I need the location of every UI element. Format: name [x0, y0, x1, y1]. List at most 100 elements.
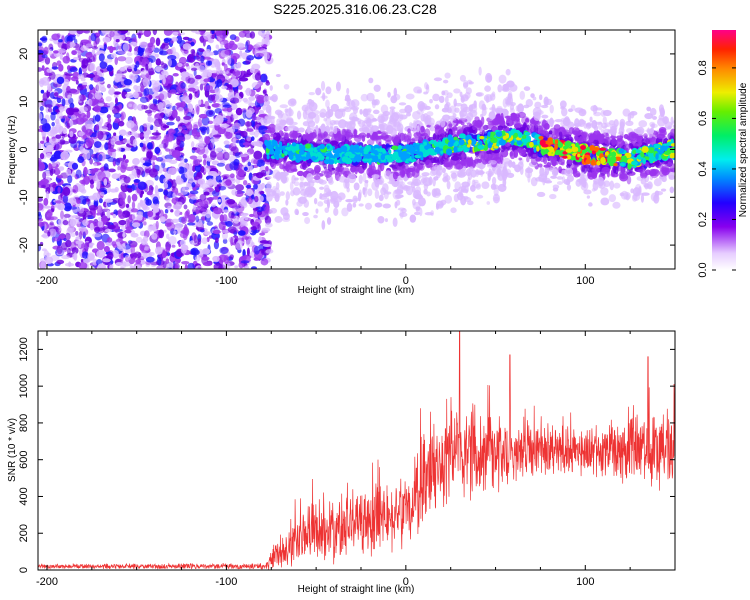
noise-blob: [119, 260, 127, 269]
noise-blob: [64, 71, 68, 75]
noise-blob: [111, 197, 121, 204]
noise-blob: [225, 220, 233, 227]
noise-blob: [165, 148, 171, 152]
halo-blob: [424, 211, 434, 216]
halo-blob: [561, 107, 568, 117]
noise-blob: [194, 164, 202, 173]
noise-blob: [180, 100, 186, 108]
noise-blob: [147, 115, 151, 123]
noise-blob: [222, 238, 228, 244]
noise-blob: [164, 154, 174, 160]
halo-blob: [276, 110, 284, 117]
noise-blob: [246, 135, 252, 142]
halo-blob: [446, 101, 451, 108]
halo-blob: [359, 108, 363, 115]
noise-blob: [186, 183, 192, 188]
halo-blob: [266, 181, 272, 190]
halo-blob: [303, 199, 310, 208]
noise-blob: [166, 233, 170, 240]
noise-blob: [139, 199, 144, 207]
halo-blob: [512, 117, 520, 122]
halo-blob: [502, 177, 507, 188]
noise-blob: [47, 231, 51, 237]
halo-blob: [398, 102, 407, 106]
halo-blob: [407, 128, 411, 133]
halo-blob: [469, 109, 478, 118]
halo-blob: [299, 175, 305, 181]
halo-blob: [412, 186, 416, 193]
halo-blob: [518, 157, 523, 161]
noise-blob: [196, 105, 200, 115]
noise-blob: [127, 195, 131, 204]
noise-blob: [201, 116, 210, 126]
noise-blob: [40, 178, 49, 185]
halo-blob: [411, 168, 420, 178]
noise-blob: [192, 204, 197, 210]
noise-blob: [56, 76, 65, 85]
noise-blob: [259, 232, 266, 236]
noise-blob: [218, 221, 226, 230]
noise-blob: [218, 185, 227, 191]
halo-blob: [366, 139, 375, 146]
noise-blob: [106, 83, 111, 89]
halo-blob: [413, 132, 422, 139]
halo-blob: [444, 175, 451, 182]
halo-blob: [517, 103, 524, 114]
noise-blob: [228, 43, 238, 51]
noise-blob: [98, 121, 102, 128]
noise-blob: [90, 33, 97, 42]
noise-blob: [110, 53, 117, 59]
noise-blob: [214, 114, 224, 125]
noise-blob: [43, 197, 49, 206]
noise-blob: [175, 81, 179, 87]
noise-blob: [242, 97, 248, 102]
noise-blob: [148, 168, 158, 178]
halo-blob: [279, 104, 289, 109]
noise-blob: [118, 213, 126, 219]
halo-blob: [341, 108, 346, 118]
noise-blob: [227, 226, 237, 234]
noise-blob: [128, 46, 132, 53]
noise-blob: [265, 52, 270, 60]
noise-blob: [56, 203, 66, 211]
noise-blob: [202, 153, 207, 159]
halo-blob: [288, 106, 292, 117]
halo-blob: [315, 208, 319, 214]
noise-blob: [199, 126, 208, 131]
noise-blob: [265, 81, 271, 86]
halo-blob: [632, 143, 640, 147]
halo-blob: [549, 104, 554, 114]
noise-blob: [236, 61, 242, 69]
noise-blob: [186, 209, 190, 217]
noise-blob: [257, 223, 261, 232]
halo-blob: [515, 121, 520, 129]
noise-blob: [124, 254, 131, 261]
noise-blob: [216, 162, 226, 167]
noise-blob: [245, 87, 252, 97]
halo-blob: [670, 128, 675, 136]
noise-blob: [45, 144, 54, 153]
halo-blob: [425, 84, 430, 90]
halo-blob: [420, 125, 425, 133]
noise-blob: [62, 186, 71, 196]
noise-blob: [47, 107, 53, 113]
noise-blob: [108, 168, 116, 173]
noise-blob: [66, 122, 71, 130]
noise-blob: [239, 50, 243, 57]
noise-blob: [106, 64, 114, 72]
halo-blob: [378, 194, 384, 202]
noise-blob: [203, 78, 211, 83]
noise-blob: [241, 157, 246, 163]
halo-blob: [452, 113, 457, 118]
noise-blob: [246, 197, 253, 205]
halo-blob: [558, 166, 563, 174]
noise-blob: [51, 100, 57, 107]
halo-blob: [600, 129, 605, 133]
halo-blob: [476, 158, 483, 163]
noise-blob: [115, 73, 121, 81]
noise-blob: [215, 44, 220, 49]
noise-blob: [60, 210, 65, 220]
noise-blob: [114, 56, 118, 66]
halo-blob: [661, 176, 667, 183]
noise-blob: [196, 131, 201, 138]
